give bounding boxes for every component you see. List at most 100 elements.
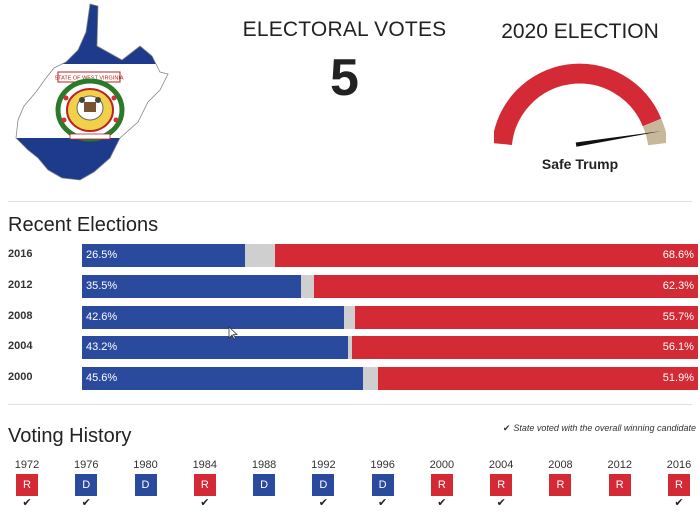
voting-history-title: Voting History [8,425,132,447]
history-item-1988[interactable]: 1988 D [241,459,287,509]
party-badge[interactable]: D [134,474,157,496]
empty-check-slot [537,497,583,509]
history-item-1992[interactable]: 1992 D ✔ [300,459,346,509]
history-item-1976[interactable]: 1976 D ✔ [63,459,109,509]
history-item-2008[interactable]: 2008 R [537,459,583,509]
republican-share-label: 55.7% [662,310,694,323]
history-item-1980[interactable]: 1980 D [123,459,169,509]
party-badge[interactable]: R [549,474,572,496]
party-badge[interactable]: R [608,474,631,496]
party-badge[interactable]: R [16,474,38,496]
history-item-1984[interactable]: 1984 R ✔ [182,459,228,509]
check-icon: ✔ [81,497,91,509]
state-map-flag-icon: STATE OF WEST VIRGINIA [15,3,169,181]
republican-share-bar[interactable]: 55.7% [354,305,698,329]
gauge-arc-safe-dem [642,118,666,146]
election-row-2008: 2008 42.6% 55.7% [8,305,698,329]
history-year: 1988 [251,459,277,471]
democrat-share-bar[interactable]: 45.6% [82,367,363,390]
forecast-rating: Safe Trump [541,156,619,172]
check-icon: ✔ [22,497,32,509]
party-badge[interactable]: R [193,474,216,496]
check-icon: ✔ [502,423,511,433]
election-year: 2008 [8,309,33,322]
gauge-arc-safe-rep [494,63,662,146]
mouse-cursor-icon [228,326,238,340]
history-item-1972[interactable]: 1972 R ✔ [4,459,50,509]
democrat-share-label: 45.6% [86,372,118,384]
election-row-2016: 2016 26.5% 68.6% [8,244,698,267]
party-badge[interactable]: D [371,474,394,496]
republican-share-bar[interactable]: 68.6% [275,244,698,267]
check-icon: ✔ [437,497,447,509]
party-badge[interactable]: R [490,474,513,496]
history-year: 2016 [666,459,692,471]
democrat-share-label: 42.6% [86,310,118,323]
empty-check-slot [241,497,287,509]
history-year: 1980 [133,459,158,471]
election-result-bar[interactable]: 45.6% 51.9% [82,367,698,390]
divider [8,201,692,202]
republican-share-label: 51.9% [662,372,694,384]
party-badge[interactable]: D [312,474,335,496]
other-share-bar[interactable] [245,244,276,267]
forecast-title: 2020 ELECTION [501,20,659,43]
seal-banner-text: STATE OF WEST VIRGINIA [54,76,123,82]
democrat-share-bar[interactable]: 26.5% [82,244,246,267]
other-share-bar[interactable] [362,367,379,390]
gauge-needle [575,131,661,147]
democrat-share-label: 43.2% [86,341,118,354]
check-icon: ✔ [378,497,388,509]
democrat-share-bar[interactable]: 43.2% [82,336,349,360]
party-badge[interactable]: R [430,474,453,496]
democrat-share-bar[interactable]: 42.6% [82,305,345,329]
recent-elections-chart: 2016 26.5% 68.6% 2012 35.5% 62.3% 2008 42.6% 55.… [8,244,698,398]
republican-share-bar[interactable]: 56.1% [352,336,698,360]
history-item-2000[interactable]: 2000 R ✔ [419,459,465,509]
history-year: 2000 [429,459,455,471]
election-result-bar[interactable]: 26.5% 68.6% [82,244,698,267]
check-icon: ✔ [674,497,684,509]
election-row-2004: 2004 43.2% 56.1% [8,336,698,360]
election-year: 2012 [8,278,33,291]
history-year: 1992 [311,459,336,471]
history-year: 1972 [14,459,40,471]
history-year: 2012 [607,459,632,471]
history-item-2004[interactable]: 2004 R ✔ [478,459,524,509]
history-year: 2004 [488,459,514,471]
election-result-bar[interactable]: 42.6% 55.7% [82,305,698,329]
history-year: 1996 [370,459,395,471]
legend-text: State voted with the overall winning can… [513,423,696,433]
republican-share-bar[interactable]: 51.9% [378,367,698,390]
empty-check-slot [123,497,169,509]
election-row-2000: 2000 45.6% 51.9% [8,367,698,390]
electoral-votes-value: 5 [330,49,359,107]
election-row-2012: 2012 35.5% 62.3% [8,274,698,298]
other-share-bar[interactable] [300,274,315,298]
election-year: 2016 [8,248,33,260]
democrat-share-label: 26.5% [86,249,118,261]
election-year: 2004 [8,340,33,353]
empty-check-slot [597,497,643,509]
divider [8,404,692,405]
election-year: 2000 [8,371,33,383]
other-share-bar[interactable] [348,336,353,360]
check-icon: ✔ [200,497,210,509]
other-share-bar[interactable] [344,305,355,329]
electoral-votes-title: ELECTORAL VOTES [242,18,447,41]
history-year: 1984 [192,459,218,471]
republican-share-bar[interactable]: 62.3% [314,274,698,298]
history-item-2012[interactable]: 2012 R [597,459,643,509]
democrat-share-bar[interactable]: 35.5% [82,274,301,298]
history-item-1996[interactable]: 1996 D ✔ [360,459,406,509]
check-icon: ✔ [496,497,506,509]
recent-elections-title: Recent Elections [8,214,159,236]
election-result-bar[interactable]: 35.5% 62.3% [82,274,698,298]
history-item-2016[interactable]: 2016 R ✔ [656,459,700,509]
republican-share-label: 68.6% [662,249,694,261]
history-year: 2008 [548,459,573,471]
election-result-bar[interactable]: 43.2% 56.1% [82,336,698,360]
party-badge[interactable]: D [75,474,98,496]
party-badge[interactable]: R [668,474,690,496]
party-badge[interactable]: D [253,474,276,496]
